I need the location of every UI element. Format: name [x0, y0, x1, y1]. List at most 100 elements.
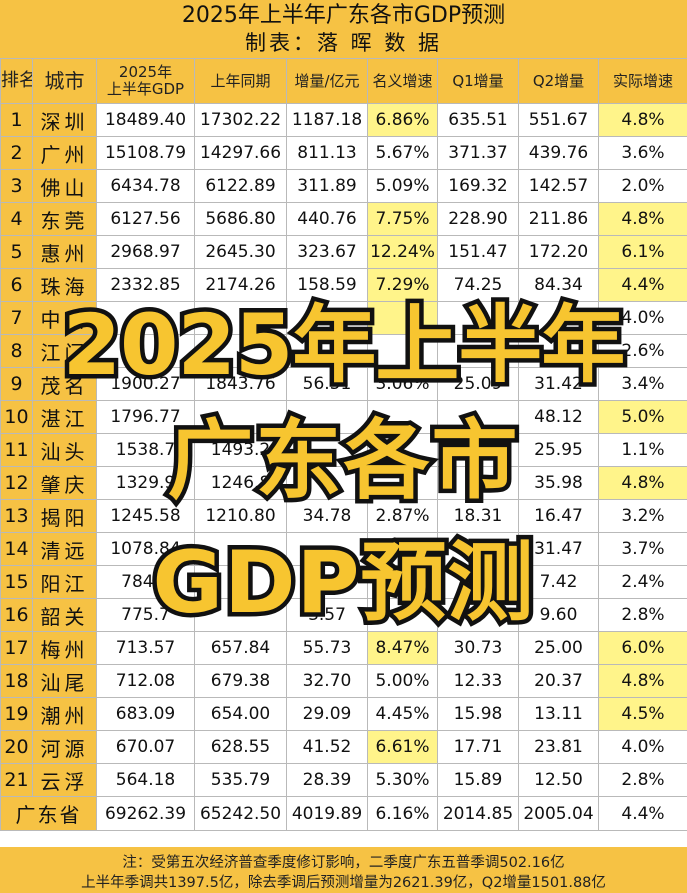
total-cell-q1: 2014.85	[437, 796, 519, 831]
cell-gdp: 1900.27	[96, 367, 195, 401]
cell-increment: 55.73	[286, 631, 368, 665]
cell-q2: 23.81	[518, 730, 599, 764]
cell-rank: 19	[0, 697, 33, 731]
footnote-line-2: 上半年季调共1397.5亿，除去季调后预测增量为2621.39亿，Q2增量150…	[81, 875, 606, 891]
cell-gdp: 2332.85	[96, 268, 195, 302]
cell-q2: 7.42	[518, 565, 599, 599]
cell-nominal-growth	[367, 301, 438, 335]
cell-q1: 12.33	[437, 664, 519, 698]
table-header-row: 排名 城市 2025年 上半年GDP 上年同期 增量/亿元 名义增速 Q1增量 …	[0, 58, 687, 104]
cell-city: 揭阳	[32, 499, 97, 533]
cell-city: 云浮	[32, 763, 97, 797]
total-cell-gdp: 69262.39	[96, 796, 195, 831]
total-cell-increment: 4019.89	[286, 796, 368, 831]
cell-gdp: 713.57	[96, 631, 195, 665]
table-row: 8 江门 2.6%	[0, 334, 687, 368]
cell-q1: 228.90	[437, 202, 519, 236]
cell-real-growth: 2.8%	[598, 763, 687, 797]
total-cell-prev: 65242.50	[194, 796, 287, 831]
cell-gdp: 1538.7	[96, 433, 195, 467]
cell-gdp: 784.5	[96, 565, 195, 599]
cell-q1: 371.37	[437, 136, 519, 170]
cell-increment	[286, 334, 368, 368]
cell-city: 阳江	[32, 565, 97, 599]
cell-city: 珠海	[32, 268, 97, 302]
table-header-banner: 2025年上半年广东各市GDP预测 制表：落 晖 数 据	[0, 0, 687, 58]
cell-rank: 16	[0, 598, 33, 632]
cell-q2	[518, 334, 599, 368]
cell-real-growth: 3.6%	[598, 136, 687, 170]
cell-gdp: 775.7	[96, 598, 195, 632]
cell-nominal-growth: 5.09%	[367, 169, 438, 203]
cell-rank: 5	[0, 235, 33, 269]
cell-rank: 3	[0, 169, 33, 203]
cell-increment: 41.52	[286, 730, 368, 764]
cell-city: 肇庆	[32, 466, 97, 500]
cell-nominal-growth	[367, 334, 438, 368]
cell-real-growth: 2.8%	[598, 598, 687, 632]
cell-q1: 74.25	[437, 268, 519, 302]
cell-gdp: 1078.84	[96, 532, 195, 566]
cell-increment: 323.67	[286, 235, 368, 269]
cell-q1: 15.89	[437, 763, 519, 797]
cell-real-growth: 4.4%	[598, 268, 687, 302]
total-cell-nominal-growth: 6.16%	[367, 796, 438, 831]
cell-q2: 25.00	[518, 631, 599, 665]
cell-prev	[194, 565, 287, 599]
cell-q2: 16.47	[518, 499, 599, 533]
cell-city: 韶关	[32, 598, 97, 632]
table-row: 4 东莞 6127.56 5686.80 440.76 7.75% 228.90 211.86…	[0, 202, 687, 236]
cell-nominal-growth	[367, 532, 438, 566]
cell-q1: 151.47	[437, 235, 519, 269]
cell-prev: 1246.8	[194, 466, 287, 500]
cell-rank: 2	[0, 136, 33, 170]
page-title: 2025年上半年广东各市GDP预测	[181, 3, 506, 28]
cell-prev: 654.00	[194, 697, 287, 731]
cell-increment: 28.39	[286, 763, 368, 797]
cell-prev	[194, 400, 287, 434]
cell-nominal-growth: 5.00%	[367, 664, 438, 698]
cell-q2: 48.12	[518, 400, 599, 434]
cell-increment	[286, 400, 368, 434]
cell-rank: 8	[0, 334, 33, 368]
cell-real-growth: 4.8%	[598, 466, 687, 500]
cell-real-growth: 6.1%	[598, 235, 687, 269]
footnote-line-1: 注：受第五次经济普查季度修订影响，二季度广东五普季调502.16亿	[122, 855, 565, 871]
cell-q2: 13.11	[518, 697, 599, 731]
cell-city: 梅州	[32, 631, 97, 665]
cell-rank: 12	[0, 466, 33, 500]
cell-q1: 169.32	[437, 169, 519, 203]
footnote-banner: 注：受第五次经济普查季度修订影响，二季度广东五普季调502.16亿 上半年季调共…	[0, 847, 687, 893]
cell-gdp: 18489.40	[96, 103, 195, 137]
cell-nominal-growth: 6.86%	[367, 103, 438, 137]
table-row: 5 惠州 2968.97 2645.30 323.67 12.24% 151.47 172.2…	[0, 235, 687, 269]
cell-nominal-growth: 4.45%	[367, 697, 438, 731]
cell-city: 河源	[32, 730, 97, 764]
cell-increment: 56.51	[286, 367, 368, 401]
cell-increment: 811.13	[286, 136, 368, 170]
cell-rank: 20	[0, 730, 33, 764]
cell-rank: 13	[0, 499, 33, 533]
overlay-title-line-1: 2025年上半年	[58, 296, 630, 394]
cell-q1: 30.73	[437, 631, 519, 665]
cell-q2: 551.67	[518, 103, 599, 137]
table-row: 20 河源 670.07 628.55 41.52 6.61% 17.71 23.81 4.0%	[0, 730, 687, 764]
cell-rank: 21	[0, 763, 33, 797]
cell-city: 深圳	[32, 103, 97, 137]
table-row: 2 广州 15108.79 14297.66 811.13 5.67% 371.37 439.…	[0, 136, 687, 170]
cell-gdp: 1796.77	[96, 400, 195, 434]
cell-city: 广州	[32, 136, 97, 170]
total-cell-real-growth: 4.4%	[598, 796, 687, 831]
overlay-title-line-3: GDP预测	[148, 533, 538, 633]
cell-q1: 15.98	[437, 697, 519, 731]
cell-increment	[286, 532, 368, 566]
cell-increment: 32.70	[286, 664, 368, 698]
cell-real-growth: 2.0%	[598, 169, 687, 203]
cell-increment: 440.76	[286, 202, 368, 236]
cell-q1: 18.31	[437, 499, 519, 533]
cell-q2: 20.37	[518, 664, 599, 698]
cell-nominal-growth: 6.61%	[367, 730, 438, 764]
gdp-table: 排名 城市 2025年 上半年GDP 上年同期 增量/亿元 名义增速 Q1增量 …	[0, 58, 687, 831]
cell-rank: 1	[0, 103, 33, 137]
